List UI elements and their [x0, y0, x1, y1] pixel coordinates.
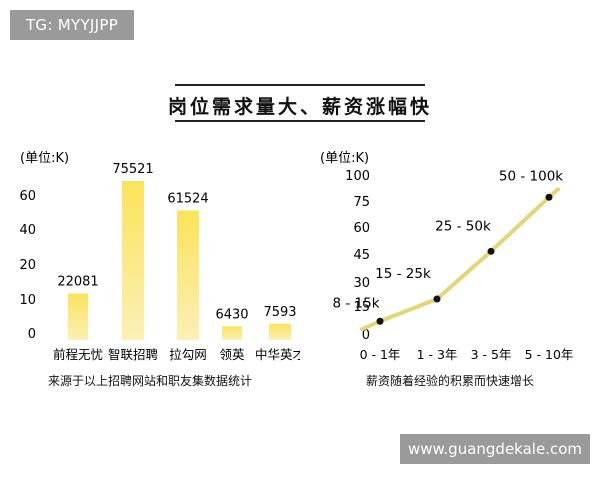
bar-value-label: 22081 — [57, 275, 98, 290]
line-y-tick: 30 — [353, 276, 370, 291]
line-y-tick: 75 — [353, 195, 370, 210]
line-y-tick: 100 — [345, 169, 370, 184]
line-y-tick: 0 — [362, 328, 370, 343]
line-point — [376, 317, 384, 325]
line-point — [433, 295, 441, 303]
bar-category-label: 拉勾网 — [169, 347, 207, 362]
salary-line — [360, 187, 560, 332]
line-category-label: 0 - 1年 — [360, 347, 401, 362]
bar-chart-caption: 来源于以上招聘网站和职友集数据统计 — [47, 374, 252, 388]
salary-postings-bar-chart: (单位:K) 0 10 20 40 60 22081 前程无忧 75521 智联招聘 61524… — [19, 151, 300, 362]
bar — [122, 181, 144, 340]
bar — [68, 293, 88, 340]
line-chart-caption: 薪资随着经验的积累而快速增长 — [365, 374, 534, 388]
line-y-tick: 15 — [353, 300, 370, 315]
watermark-bottom-right: www.guangdekale.com — [400, 434, 590, 464]
bar-category-label: 前程无忧 — [53, 347, 103, 362]
bar-category-label: 领英 — [219, 347, 245, 362]
salary-range-label: 25 - 50k — [435, 218, 491, 234]
bar-y-tick: 0 — [28, 327, 36, 342]
bar-value-label: 7593 — [263, 305, 296, 320]
salary-range-label: 8 - 15k — [332, 295, 379, 311]
line-category-label: 5 - 10年 — [525, 347, 574, 362]
bar — [222, 326, 242, 340]
page-title: 岗位需求量大、薪资涨幅快 — [167, 96, 432, 118]
title-rule-bottom — [175, 120, 425, 122]
bar-category-label: 中华英才 — [255, 347, 300, 362]
bar — [177, 210, 199, 340]
line-y-tick: 60 — [353, 221, 370, 236]
salary-growth-line-chart: (单位:K) 0 15 30 45 60 75 100 8 - 15k 15 - 25k 25 … — [320, 151, 574, 362]
bar — [269, 324, 291, 340]
salary-range-label: 50 - 100k — [499, 168, 563, 184]
line-unit-label: (单位:K) — [320, 151, 369, 166]
salary-range-label: 15 - 25k — [375, 266, 431, 282]
bar-y-tick: 40 — [19, 223, 36, 238]
line-point — [545, 193, 553, 201]
bar-category-label: 智联招聘 — [108, 347, 158, 362]
bar-value-label: 6430 — [215, 307, 248, 322]
line-point — [487, 247, 495, 255]
line-category-label: 1 - 3年 — [417, 347, 458, 362]
bar-value-label: 61524 — [167, 191, 208, 206]
line-category-label: 3 - 5年 — [471, 347, 512, 362]
bar-value-label: 75521 — [112, 162, 153, 177]
title-rule-top — [175, 84, 425, 86]
watermark-top-left: TG: MYYJJPP — [10, 10, 134, 40]
bar-y-tick: 10 — [19, 293, 36, 308]
line-y-tick: 45 — [353, 248, 370, 263]
bar-y-tick: 20 — [19, 258, 36, 273]
bar-unit-label: (单位:K) — [20, 151, 69, 166]
bar-y-tick: 60 — [19, 189, 36, 204]
